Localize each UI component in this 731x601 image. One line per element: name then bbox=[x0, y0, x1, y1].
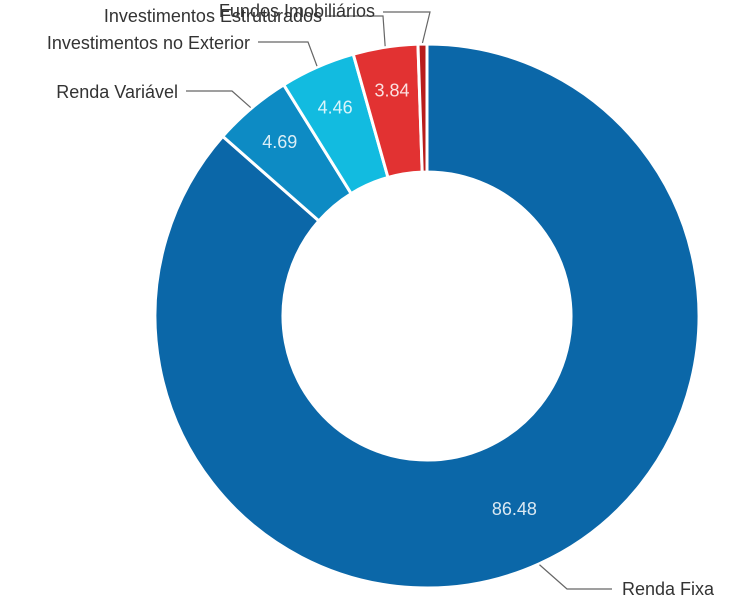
category-labels: Renda Fixa Renda Variável Investimentos no… bbox=[47, 1, 715, 599]
slice-fundos-imobiliarios[interactable] bbox=[416, 42, 429, 174]
leader-lines bbox=[186, 11, 612, 590]
value-label-investimentos-estruturados: 3.84 bbox=[375, 81, 410, 101]
value-label-renda-fixa: 86.48 bbox=[492, 499, 537, 519]
category-label-fundos-imobiliarios: Fundos Imobiliários bbox=[219, 1, 375, 21]
value-label-investimentos-no-exterior: 4.46 bbox=[318, 97, 353, 117]
category-label-renda-variavel: Renda Variável bbox=[56, 82, 178, 102]
category-label-renda-fixa: Renda Fixa bbox=[622, 579, 715, 599]
donut-slices bbox=[153, 42, 701, 590]
category-label-investimentos-no-exterior: Investimentos no Exterior bbox=[47, 33, 250, 53]
leader-line-renda-fixa bbox=[539, 564, 612, 590]
value-labels: 86.48 4.69 4.46 3.84 bbox=[262, 81, 537, 519]
leader-line-investimentos-estruturados bbox=[327, 15, 386, 47]
leader-line-fundos-imobiliarios bbox=[383, 11, 431, 44]
leader-line-investimentos-no-exterior bbox=[258, 41, 318, 67]
slice-renda-fixa[interactable] bbox=[153, 42, 701, 590]
leader-line-renda-variavel bbox=[186, 90, 252, 109]
value-label-renda-variavel: 4.69 bbox=[262, 132, 297, 152]
category-label-investimentos-estruturados: Investimentos Estruturados bbox=[104, 6, 322, 26]
